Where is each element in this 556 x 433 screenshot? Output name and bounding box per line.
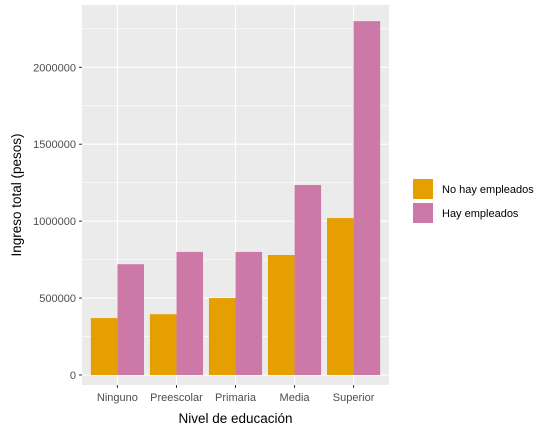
legend-label-hay-empleados: Hay empleados <box>442 208 519 220</box>
bar-no-hay-empleados-superior <box>327 218 354 375</box>
x-axis: Ninguno Preescolar Primaria Media Superior <box>97 385 375 404</box>
bar-hay-empleados-media <box>294 185 322 375</box>
legend-label-no-hay-empleados: No hay empleados <box>442 184 534 196</box>
y-axis: 0 500000 1000000 1500000 2000000 <box>33 62 82 382</box>
bar-hay-empleados-ninguno <box>117 264 144 375</box>
bar-hay-empleados-superior <box>353 21 381 376</box>
y-tick-label: 0 <box>70 370 76 382</box>
bar-no-hay-empleados-ninguno <box>90 318 118 375</box>
legend: No hay empleados Hay empleados <box>413 179 534 223</box>
x-axis-title: Nivel de educación <box>178 411 292 426</box>
x-tick-label: Preescolar <box>150 392 203 404</box>
bar-hay-empleados-preescolar <box>176 251 204 375</box>
y-axis-title: Ingreso total (pesos) <box>9 133 24 256</box>
bar-no-hay-empleados-preescolar <box>149 314 177 375</box>
bar-no-hay-empleados-primaria <box>208 298 236 375</box>
x-tick-label: Superior <box>333 392 375 404</box>
y-tick-label: 1500000 <box>33 139 76 151</box>
x-tick-label: Ninguno <box>97 392 138 404</box>
bars <box>90 21 381 376</box>
bar-hay-empleados-primaria <box>235 251 263 375</box>
y-tick-label: 1000000 <box>33 216 76 228</box>
legend-key-no-hay-empleados <box>413 179 433 199</box>
bar-no-hay-empleados-media <box>267 255 295 375</box>
x-tick-label: Primaria <box>215 392 257 404</box>
x-tick-label: Media <box>280 392 311 404</box>
y-tick-label: 2000000 <box>33 62 76 74</box>
y-tick-label: 500000 <box>39 293 76 305</box>
legend-key-hay-empleados <box>413 203 433 223</box>
